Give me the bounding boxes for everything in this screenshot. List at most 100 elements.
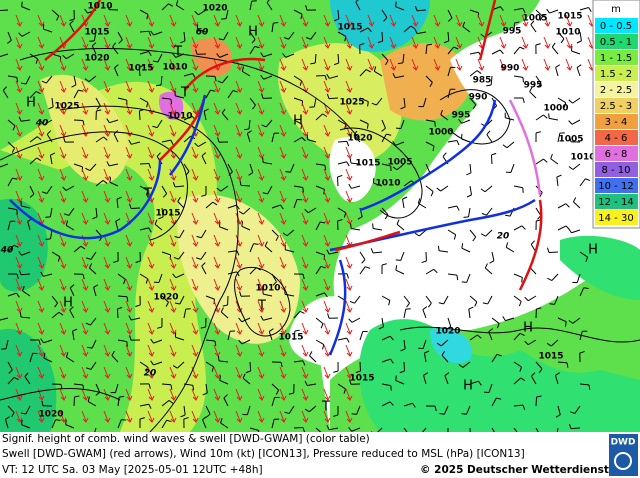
swell-arrow bbox=[15, 410, 21, 422]
wind-barb bbox=[425, 185, 434, 192]
logo-text: DWD bbox=[611, 438, 636, 448]
wind-barb bbox=[249, 267, 257, 275]
wind-barb bbox=[381, 401, 391, 407]
wind-barb bbox=[260, 74, 265, 80]
swell-arrow bbox=[81, 278, 87, 290]
swell-arrow bbox=[214, 395, 221, 401]
wind-barb bbox=[175, 336, 185, 341]
swell-arrow bbox=[125, 256, 131, 268]
wind-barb bbox=[7, 405, 15, 413]
wind-barb bbox=[114, 67, 119, 77]
swell-arrow bbox=[169, 410, 175, 422]
wind-barb bbox=[139, 417, 145, 420]
wind-barb bbox=[326, 93, 330, 99]
wind-barb bbox=[145, 278, 149, 284]
wind-barb bbox=[531, 375, 537, 385]
wind-barb bbox=[485, 229, 493, 237]
swell-arrow bbox=[16, 65, 23, 71]
wind-barb bbox=[390, 358, 394, 364]
wind-barb bbox=[280, 204, 284, 210]
swell-arrow bbox=[81, 36, 87, 48]
wind-barb bbox=[557, 317, 567, 323]
swell-arrow bbox=[213, 146, 219, 158]
wind-barb bbox=[156, 84, 162, 87]
wind-barb bbox=[263, 317, 273, 321]
wind-barb bbox=[572, 197, 577, 203]
wind-barb bbox=[337, 161, 347, 165]
wind-barb bbox=[114, 64, 119, 69]
wind-barb bbox=[535, 396, 538, 407]
wind-barb bbox=[0, 163, 9, 168]
wind-barb bbox=[115, 218, 121, 222]
wind-barb bbox=[579, 31, 582, 41]
wind-barb bbox=[71, 84, 77, 88]
wind-barb bbox=[95, 207, 98, 217]
swell-arrow bbox=[148, 197, 155, 203]
wind-barb bbox=[161, 207, 164, 217]
wind-barb bbox=[528, 295, 537, 302]
wind-barb bbox=[395, 380, 405, 385]
warm-front bbox=[334, 230, 401, 252]
swell-arrow bbox=[302, 65, 309, 71]
swell-arrow bbox=[258, 285, 265, 291]
wind-barb bbox=[447, 9, 453, 19]
wind-barb bbox=[392, 141, 397, 146]
swell-arrow bbox=[346, 373, 353, 379]
wind-barb bbox=[266, 0, 270, 3]
wind-barb bbox=[252, 104, 256, 110]
swell-arrow bbox=[324, 87, 331, 93]
swell-arrow bbox=[169, 14, 175, 26]
wind-barb bbox=[195, 257, 202, 260]
wind-barb bbox=[519, 46, 525, 50]
wind-barb bbox=[299, 310, 305, 314]
swell-arrow bbox=[235, 256, 241, 268]
swell-arrow bbox=[15, 102, 21, 114]
footer-line: Signif. height of comb. wind waves & swe… bbox=[2, 433, 370, 445]
swell-arrow bbox=[345, 256, 351, 268]
swell-arrow bbox=[235, 14, 241, 26]
swell-arrow bbox=[455, 14, 461, 26]
swell-arrow bbox=[412, 21, 419, 27]
swell-arrow bbox=[126, 153, 133, 159]
wind-barb bbox=[443, 295, 449, 305]
swell-arrow bbox=[345, 410, 351, 422]
wind-barb bbox=[139, 227, 149, 231]
wind-barb bbox=[447, 139, 457, 143]
swell-arrow bbox=[148, 307, 155, 313]
wind-barb bbox=[491, 354, 498, 363]
wind-barb bbox=[486, 84, 492, 87]
wind-barb bbox=[36, 136, 42, 141]
swell-arrow bbox=[279, 212, 285, 224]
wind-barb bbox=[513, 225, 523, 231]
wind-barb bbox=[546, 342, 552, 347]
swell-arrow bbox=[258, 109, 265, 115]
swell-arrow bbox=[301, 410, 307, 422]
wind-barb bbox=[535, 75, 542, 84]
swell-arrow bbox=[301, 146, 307, 158]
swell-arrow bbox=[236, 65, 243, 71]
wind-barb bbox=[326, 73, 330, 79]
wind-barb bbox=[7, 292, 17, 297]
wind-barb bbox=[337, 9, 340, 20]
wind-barb bbox=[359, 251, 366, 260]
wind-barb bbox=[381, 317, 384, 327]
wind-barb bbox=[315, 266, 322, 275]
wind-barb bbox=[551, 46, 559, 55]
wind-barb bbox=[304, 408, 310, 413]
swell-arrow bbox=[125, 168, 131, 180]
wind-barb bbox=[263, 75, 273, 80]
swell-arrow bbox=[477, 36, 483, 48]
swell-arrow bbox=[346, 153, 353, 159]
wind-barb bbox=[42, 191, 48, 194]
swell-arrow bbox=[235, 36, 241, 48]
swell-arrow bbox=[60, 373, 67, 379]
wind-barb bbox=[555, 372, 560, 376]
wind-barb bbox=[180, 414, 186, 418]
wind-barb bbox=[461, 413, 467, 415]
wind-barb bbox=[45, 75, 53, 84]
wind-barb bbox=[392, 166, 398, 171]
swell-arrow bbox=[104, 219, 111, 225]
wind-barb bbox=[456, 140, 460, 146]
legend-label: 0 - 0.5 bbox=[600, 21, 632, 32]
